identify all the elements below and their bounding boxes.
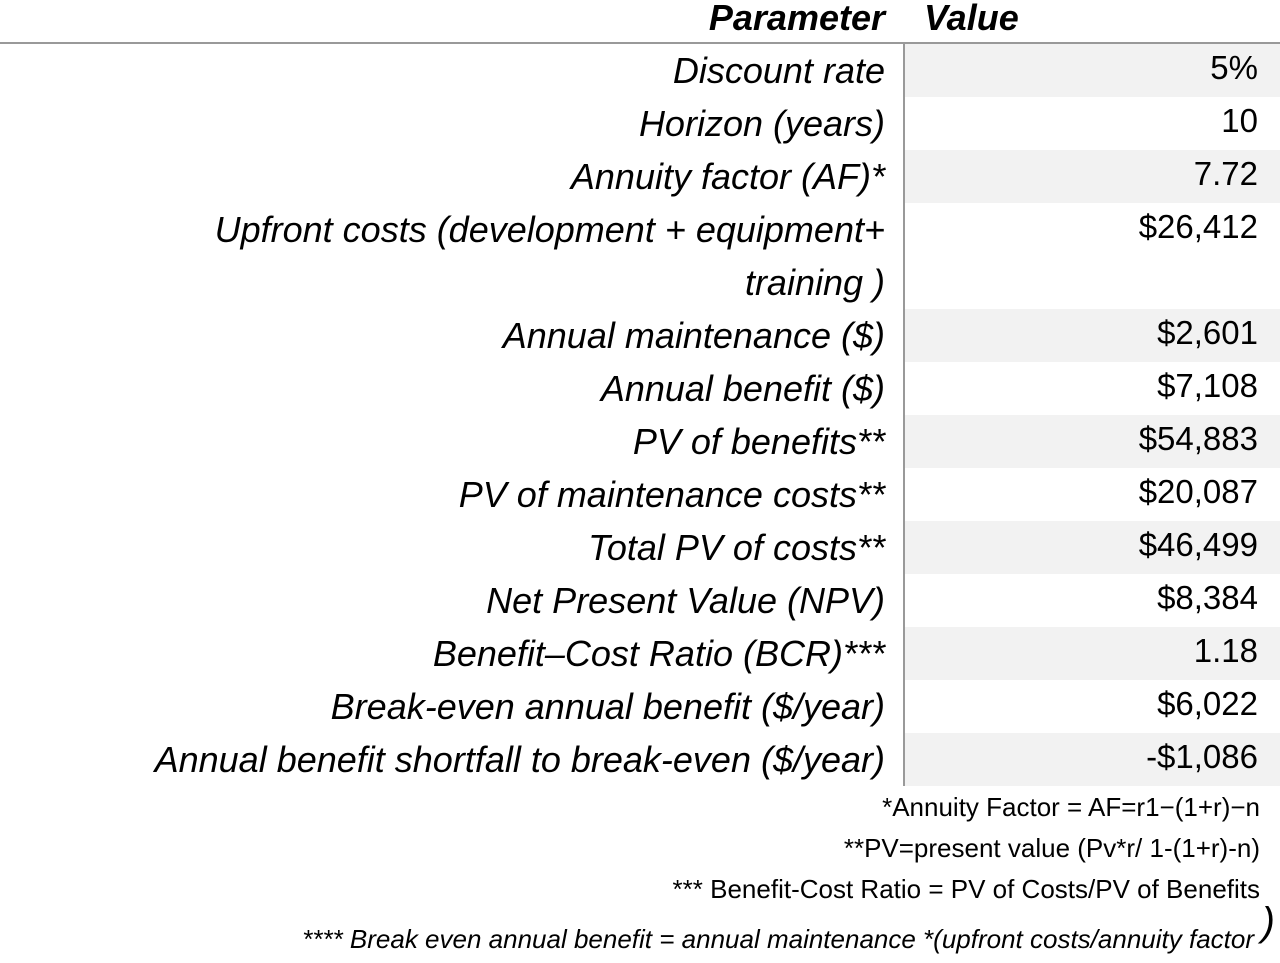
column-divider [903, 44, 905, 786]
table-row: Discount rate 5% [0, 44, 1280, 97]
table-row: PV of maintenance costs** $20,087 [0, 468, 1280, 521]
header-divider [0, 42, 1280, 44]
table-row: Annual benefit ($) $7,108 [0, 362, 1280, 415]
row-label: PV of benefits** [632, 421, 885, 462]
row-value: $2,601 [905, 309, 1280, 362]
row-label: Horizon (years) [638, 103, 885, 144]
row-value: $26,412 [1138, 208, 1258, 245]
table-row: Upfront costs (development + equipment+ … [0, 203, 1280, 309]
row-value: $8,384 [1157, 579, 1258, 616]
row-label-continued: training ) [744, 262, 885, 303]
header-value: Value [924, 0, 1019, 38]
footnote: *** Benefit-Cost Ratio = PV of Costs/PV … [672, 874, 1260, 904]
row-label: Discount rate [672, 50, 885, 91]
table-row: Benefit–Cost Ratio (BCR)*** 1.18 [0, 627, 1280, 680]
row-label: Total PV of costs** [588, 527, 885, 568]
table-row: Horizon (years) 10 [0, 97, 1280, 150]
row-value: 7.72 [905, 150, 1280, 203]
footnote: **** Break even annual benefit = annual … [302, 924, 1254, 954]
table-row: Annual maintenance ($) $2,601 [0, 309, 1280, 362]
row-label: Break-even annual benefit ($/year) [330, 686, 885, 727]
table-row: Total PV of costs** $46,499 [0, 521, 1280, 574]
table-row: Annual benefit shortfall to break-even (… [0, 733, 1280, 786]
row-label: Annuity factor (AF)* [570, 156, 885, 197]
row-label: Annual benefit ($) [600, 368, 885, 409]
row-value: $54,883 [905, 415, 1280, 468]
row-value: $20,087 [1138, 473, 1258, 510]
row-value: 1.18 [905, 627, 1280, 680]
row-value: $6,022 [1157, 685, 1258, 722]
table-row: Net Present Value (NPV) $8,384 [0, 574, 1280, 627]
row-label: Net Present Value (NPV) [486, 580, 885, 621]
row-label: PV of maintenance costs** [458, 474, 885, 515]
row-value: 5% [905, 44, 1280, 97]
row-value: 10 [1221, 102, 1258, 139]
row-value: -$1,086 [905, 733, 1280, 786]
header-parameter: Parameter [708, 0, 885, 38]
table-body: Discount rate 5% Horizon (years) 10 Annu… [0, 44, 1280, 786]
table-row: Annuity factor (AF)* 7.72 [0, 150, 1280, 203]
row-value: $46,499 [905, 521, 1280, 574]
row-label: Benefit–Cost Ratio (BCR)*** [432, 633, 885, 674]
footnote: **PV=present value (Pv*r/ 1-(1+r)-n) [843, 833, 1260, 863]
row-label: Annual benefit shortfall to break-even (… [154, 739, 885, 780]
footnote: *Annuity Factor = AF=r1−(1+r)−n [882, 792, 1260, 822]
row-label: Upfront costs (development + equipment+ [214, 209, 885, 250]
table-row: Break-even annual benefit ($/year) $6,02… [0, 680, 1280, 733]
row-label: Annual maintenance ($) [502, 315, 885, 356]
row-value: $7,108 [1157, 367, 1258, 404]
footnote-closing-bracket: ) [1261, 900, 1275, 944]
table-row: PV of benefits** $54,883 [0, 415, 1280, 468]
